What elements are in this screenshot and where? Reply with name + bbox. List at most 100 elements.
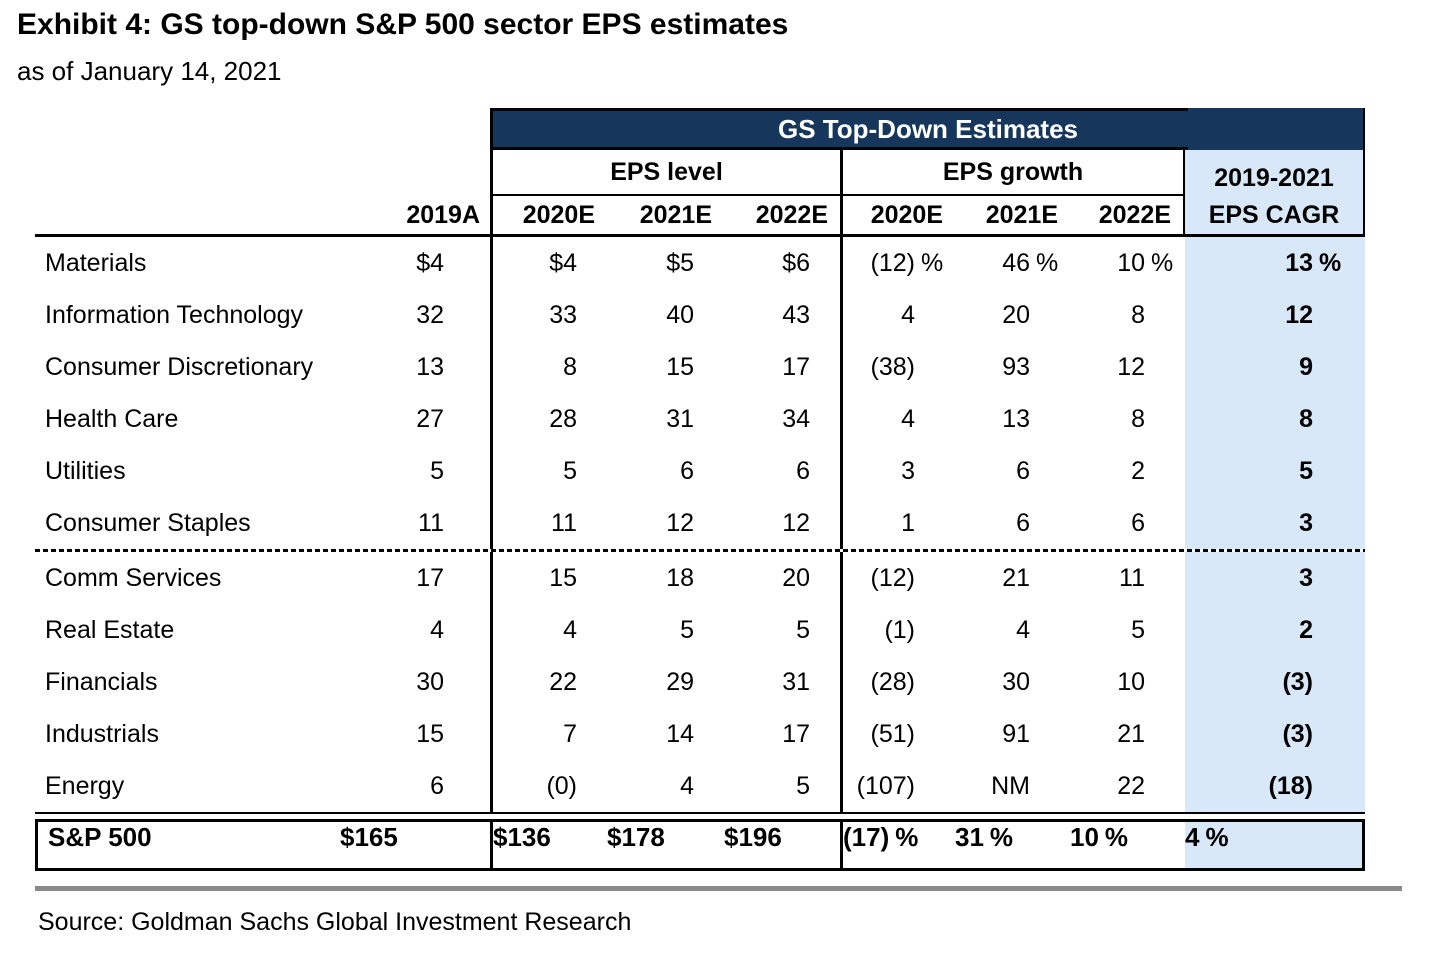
total-eps-growth-cell: 31% xyxy=(955,822,1070,868)
eps-growth-cell-value: 21 xyxy=(1117,719,1145,748)
percent-suffix: % xyxy=(1036,248,1059,277)
table-row: Comm Services 17 15 18 20 (12) 21 11 3 xyxy=(35,552,1365,604)
eps-level-cell: 4 xyxy=(680,771,694,800)
eps-cagr-cell: 2 xyxy=(1185,604,1365,656)
eps-level-cell: $4 xyxy=(490,237,607,289)
eps-growth-cell-value: 6 xyxy=(1131,508,1145,537)
eps-level-cell: 22 xyxy=(490,656,607,708)
eps-level-cell: 31 xyxy=(782,667,810,696)
total-eps-level-cell: $178 xyxy=(607,822,665,852)
eps-cagr-cell-value: (3) xyxy=(1282,667,1313,696)
eps-2019a-cell: 32 xyxy=(416,300,444,329)
eps-growth-cell: (28) xyxy=(840,656,955,708)
eps-growth-cell-value: (12) xyxy=(870,563,915,592)
eps-growth-cell: 4 xyxy=(840,393,955,445)
eps-cagr-cell-value: (3) xyxy=(1282,719,1313,748)
eps-growth-cell: 8 xyxy=(1070,393,1185,445)
eps-growth-cell: 6 xyxy=(955,497,1070,549)
eps-level-cell: 14 xyxy=(666,719,694,748)
eps-cagr-cell-value: 5 xyxy=(1299,456,1313,485)
eps-growth-cell: (107) xyxy=(840,760,955,812)
eps-growth-cell-value: (12) xyxy=(870,248,915,277)
growth-year-header: 2021E xyxy=(985,200,1058,229)
eps-growth-cell: 4 xyxy=(840,289,955,341)
eps-level-cell: 15 xyxy=(490,552,607,604)
eps-growth-cell-value: 11 xyxy=(1119,563,1145,592)
eps-level-cell: 29 xyxy=(666,667,694,696)
eps-growth-cell: 1 xyxy=(840,497,955,549)
group-header-row: EPS level EPS growth 2019-2021 xyxy=(35,150,1365,196)
eps-growth-cell-value: 5 xyxy=(1131,615,1145,644)
sector-cell: Comm Services xyxy=(45,563,222,592)
eps-cagr-cell-value: 8 xyxy=(1299,404,1313,433)
eps-level-cell: 40 xyxy=(666,300,694,329)
level-year-header: 2021E xyxy=(639,200,712,229)
eps-2019a-cell: 5 xyxy=(430,456,444,485)
eps-cagr-cell-value: 3 xyxy=(1299,563,1313,592)
percent-suffix: % xyxy=(1319,248,1342,277)
sector-cell: Consumer Discretionary xyxy=(45,352,314,381)
eps-cagr-cell-value: 12 xyxy=(1285,300,1313,329)
eps-growth-cell-value: (38) xyxy=(870,352,915,381)
table-row: Health Care 27 28 31 34 4 13 8 8 xyxy=(35,393,1365,445)
growth-year-header: 2020E xyxy=(840,196,955,234)
eps-growth-cell: 10 xyxy=(1070,656,1185,708)
eps-level-cell: 7 xyxy=(490,708,607,760)
eps-growth-cell: 12 xyxy=(1070,341,1185,393)
exhibit-title: Exhibit 4: GS top-down S&P 500 sector EP… xyxy=(17,8,789,41)
eps-growth-cell-value: 6 xyxy=(1016,456,1030,485)
eps-level-cell: 4 xyxy=(490,604,607,656)
eps-cagr-cell: 9 xyxy=(1185,341,1365,393)
group-spacer xyxy=(35,150,490,196)
eps-cagr-cell: (3) xyxy=(1185,656,1365,708)
eps-growth-cell-value: 21 xyxy=(1002,563,1030,592)
eps-2019a-cell: 15 xyxy=(416,719,444,748)
eps-cagr-cell: 3 xyxy=(1185,497,1365,549)
table-row: Financials 30 22 29 31 (28) 30 10 (3) xyxy=(35,656,1365,708)
percent-suffix: % xyxy=(921,248,944,277)
eps-growth-cell: 2 xyxy=(1070,445,1185,497)
cagr-label-header: EPS CAGR xyxy=(1185,196,1365,234)
eps-level-cell: 11 xyxy=(490,497,607,549)
eps-level-cell: 12 xyxy=(666,508,694,537)
eps-growth-cell-value: 4 xyxy=(901,300,915,329)
source-text: Source: Goldman Sachs Global Investment … xyxy=(38,908,632,936)
eps-cagr-cell: 3 xyxy=(1185,552,1365,604)
eps-growth-cell: 11 xyxy=(1070,552,1185,604)
eps-cagr-cell-value: 2 xyxy=(1299,615,1313,644)
cagr-period-header: 2019-2021 xyxy=(1185,150,1365,196)
eps-level-cell: (0) xyxy=(490,760,607,812)
eps-level-cell: 6 xyxy=(680,456,694,485)
eps-2019a-cell: 17 xyxy=(416,563,444,592)
eps-growth-cell: (1) xyxy=(840,604,955,656)
eps-cagr-cell: (18) xyxy=(1185,760,1365,812)
year-header-row: 2019A 2020E 2021E 2022E 2020E 2021E 2022… xyxy=(35,196,1365,234)
sector-cell: Energy xyxy=(45,771,125,800)
eps-growth-cell: 30 xyxy=(955,656,1070,708)
table-row: Consumer Discretionary 13 8 15 17 (38) 93 12 9 xyxy=(35,341,1365,393)
total-eps-cagr-cell: 4% xyxy=(1185,822,1362,868)
eps-growth-cell-value: (51) xyxy=(870,719,915,748)
table-row: Real Estate 4 4 5 5 (1) 4 5 2 xyxy=(35,604,1365,656)
eps-growth-cell: 93 xyxy=(955,341,1070,393)
eps-2019a-cell: $4 xyxy=(416,248,444,277)
eps-level-cell: 6 xyxy=(796,456,810,485)
eps-level-cell: 33 xyxy=(490,289,607,341)
sector-cell: Health Care xyxy=(45,404,179,433)
eps-growth-cell: 5 xyxy=(1070,604,1185,656)
eps-level-cell: 12 xyxy=(782,508,810,537)
eps-level-cell: 8 xyxy=(490,341,607,393)
eps-level-cell: 34 xyxy=(782,404,810,433)
total-eps-growth-cell-value: 31 xyxy=(955,822,984,852)
eps-growth-cell-value: (1) xyxy=(884,615,915,644)
eps-growth-cell: 10% xyxy=(1070,237,1185,289)
total-row-box: S&P 500 $165 $136 $178 $196 (17)% 31% 10% 4% xyxy=(35,819,1365,871)
eps-level-cell: 20 xyxy=(782,563,810,592)
eps-growth-cell: (12)% xyxy=(840,237,955,289)
eps-growth-cell-value: 1 xyxy=(901,508,915,537)
percent-suffix: % xyxy=(1205,822,1229,852)
eps-table: GS Top-Down Estimates EPS level EPS grow… xyxy=(35,108,1365,871)
banner-label: GS Top-Down Estimates xyxy=(778,113,1078,144)
table-row: Industrials 15 7 14 17 (51) 91 21 (3) xyxy=(35,708,1365,760)
growth-year-header: 2022E xyxy=(1070,196,1185,234)
